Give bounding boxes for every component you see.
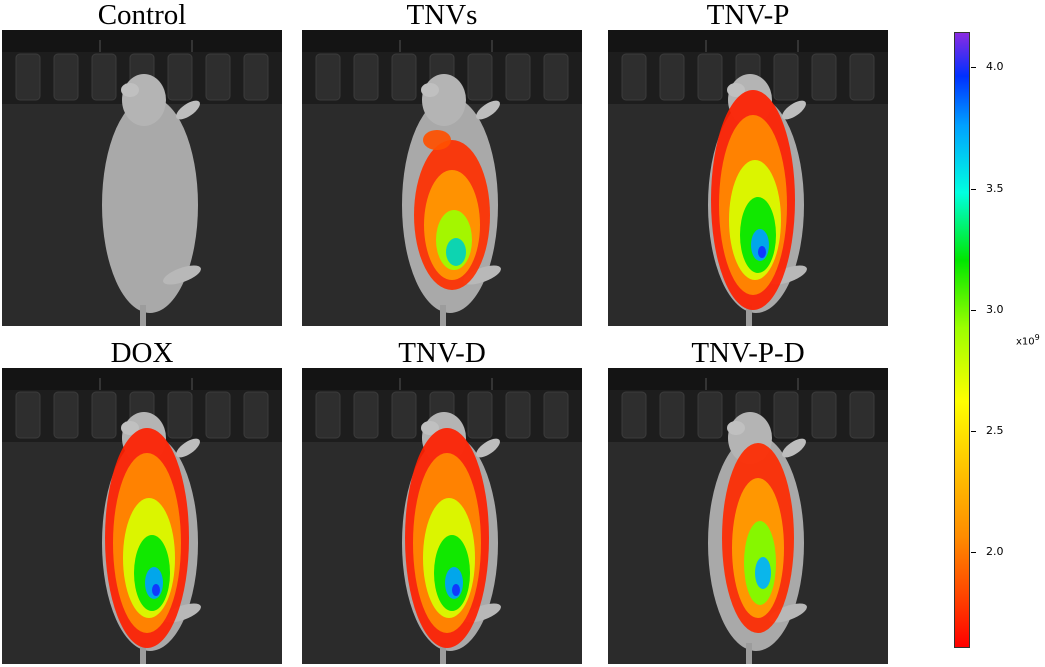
colorbar-tick-label: 4.0 — [986, 60, 1004, 73]
fluorescence-region — [755, 557, 771, 589]
fluorescence-region — [758, 246, 766, 258]
mouse-image — [608, 368, 888, 664]
panel-tnvs: TNVs — [302, 0, 582, 326]
panel-tnv-p-d: TNV-P-D — [608, 338, 888, 664]
scale-base: x10 — [1016, 336, 1035, 348]
colorbar-tick-label: 3.5 — [986, 182, 1004, 195]
panel-control: Control — [2, 0, 282, 326]
scale-exponent: 9 — [1034, 333, 1040, 342]
fluorescence-region — [452, 584, 460, 596]
mouse-image — [2, 30, 282, 326]
colorbar — [954, 32, 970, 648]
panel-dox: DOX — [2, 338, 282, 664]
colorbar-tick-label: 2.5 — [986, 424, 1004, 437]
fluorescence-region — [446, 238, 466, 266]
mouse-body — [102, 74, 201, 326]
colorbar-tick — [971, 431, 976, 432]
colorbar-tick — [971, 67, 976, 68]
mouse-image — [608, 30, 888, 326]
colorbar-tick — [971, 189, 976, 190]
colorbar-tick — [971, 552, 976, 553]
fluorescence-region — [423, 130, 451, 150]
panel-label: DOX — [110, 337, 174, 369]
panel-label: Control — [97, 0, 187, 31]
colorbar-tick-label: 2.0 — [986, 545, 1004, 558]
panel-label: TNV-P-D — [691, 337, 805, 369]
panel-tnv-d: TNV-D — [302, 338, 582, 664]
mouse-image — [302, 30, 582, 326]
panel-tnv-p: TNV-P — [608, 0, 888, 326]
colorbar-tick-label: 3.0 — [986, 303, 1004, 316]
panel-label: TNV-D — [398, 337, 486, 369]
fluorescence-region — [152, 584, 160, 596]
panel-label: TNV-P — [706, 0, 790, 31]
mouse-image — [302, 368, 582, 664]
mouse-image — [2, 368, 282, 664]
colorbar-tick — [971, 310, 976, 311]
panel-label: TNVs — [406, 0, 478, 31]
colorbar-scale: x109 — [1016, 333, 1040, 347]
